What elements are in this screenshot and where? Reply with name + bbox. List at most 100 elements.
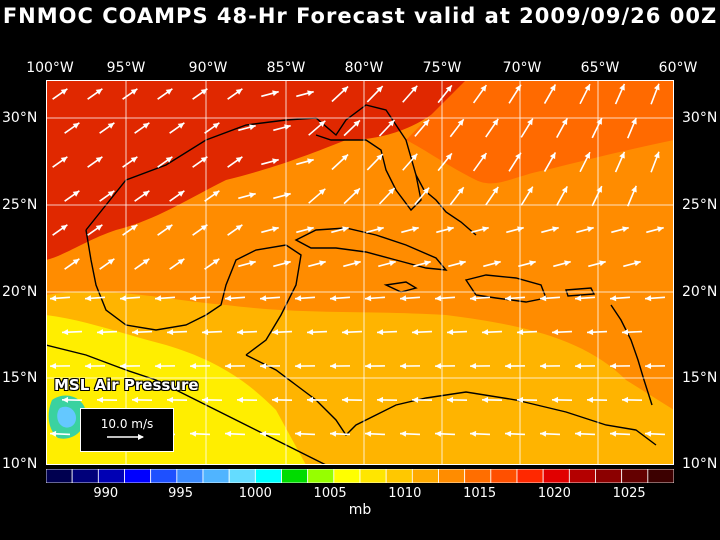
wind-arrow-head (307, 158, 314, 165)
wind-arrow-head (200, 156, 208, 163)
wind-arrow-head (72, 122, 80, 129)
wind-arrow-head (307, 396, 314, 403)
pacific-coastline (46, 344, 327, 465)
wind-arrow-head (120, 363, 127, 370)
wind-arrow-head (284, 260, 291, 267)
wind-arrow-head (552, 329, 559, 336)
wind-arrow-head (353, 188, 360, 195)
wind-arrow-head (237, 396, 244, 403)
jamaica-outline (383, 281, 418, 293)
lat-label-left: 15°N (2, 370, 38, 386)
wind-arrow-head (411, 153, 418, 161)
wind-arrow-head (575, 430, 582, 437)
wind-arrow-head (422, 119, 430, 127)
wind-arrow-head (561, 186, 568, 194)
lon-label: 75°W (422, 60, 462, 76)
wind-arrow-head (50, 363, 57, 370)
wind-arrow-head (249, 124, 256, 131)
wind-arrow-head (72, 258, 80, 265)
wind-arrow-head (527, 118, 533, 126)
wind-arrow-head (482, 226, 489, 233)
lat-label-right: 30°N (682, 110, 718, 126)
wind-arrow-head (142, 122, 150, 129)
wind-arrow-head (142, 258, 150, 265)
wind-arrow-head (515, 84, 521, 92)
colorbar-swatch (254, 469, 282, 483)
wind-arrow-head (480, 153, 487, 160)
wind-arrow-head (377, 396, 384, 403)
lon-label: 80°W (344, 60, 384, 76)
wind-arrow-head (318, 188, 326, 195)
lon-label: 85°W (266, 60, 306, 76)
wind-arrow-head (540, 430, 547, 437)
wind-arrow-head (97, 396, 104, 403)
wind-arrow-head (653, 83, 660, 91)
wind-arrow-head (445, 153, 452, 160)
wind-arrow-head (622, 329, 629, 336)
wind-arrow-head (353, 120, 360, 127)
wind-arrow-head (318, 120, 326, 127)
colorbar-swatch (71, 469, 99, 483)
wind-arrow-head (645, 295, 652, 302)
wind-arrow-head (200, 88, 208, 95)
wind-arrow-head (95, 224, 103, 231)
map-title: FNMOC COAMPS 48-Hr Forecast valid at 200… (2, 4, 718, 28)
wind-arrow-head (130, 224, 138, 231)
wind-vector-field (49, 83, 666, 437)
colorbar-swatch (97, 469, 125, 483)
colorbar-swatch (228, 469, 256, 483)
colorbar-tick-label: 990 (93, 486, 119, 501)
pressure-zone-north-gulf (46, 80, 466, 260)
wind-arrow-head (177, 122, 185, 129)
wind-arrow-head (619, 83, 625, 91)
wind-arrow-head (610, 363, 617, 370)
wind-arrow-head (62, 329, 69, 336)
wind-arrow-head (330, 430, 337, 437)
wind-arrow-head (445, 85, 452, 92)
wind-arrow-head (225, 295, 232, 302)
lat-label-left: 25°N (2, 197, 38, 213)
wind-arrow-head (447, 396, 454, 403)
bahamas-outline (415, 174, 477, 236)
wind-arrow-head (400, 363, 407, 370)
wind-arrow-head (130, 156, 138, 163)
overlay-label: MSL Air Pressure (54, 376, 199, 394)
wind-arrow-head (564, 260, 571, 267)
wind-arrow-head (377, 329, 384, 336)
puerto-rico-outline (565, 287, 596, 297)
wind-arrow-head (561, 118, 568, 126)
wind-arrow-head (631, 185, 637, 193)
colorbar-swatch (150, 469, 178, 483)
wind-arrow-head (202, 396, 209, 403)
colorbar-swatch (176, 469, 204, 483)
wind-arrow-head (549, 152, 556, 160)
lat-label-left: 30°N (2, 110, 38, 126)
wind-arrow-head (517, 329, 524, 336)
wind-arrow-head (645, 363, 652, 370)
wind-arrow-head (295, 363, 302, 370)
wind-arrow-head (529, 260, 536, 267)
wind-arrow-head (190, 363, 197, 370)
wind-arrow-head (645, 430, 652, 437)
colorbar-tick-label: 1000 (238, 486, 272, 501)
wind-arrow-head (295, 430, 302, 437)
wind-arrow-head (330, 295, 337, 302)
wind-arrow-head (517, 396, 524, 403)
antilles-outline (610, 304, 653, 406)
wind-arrow-head (235, 156, 243, 163)
wind-arrow-head (167, 396, 174, 403)
wind-arrow-head (587, 329, 594, 336)
wind-arrow-head (587, 396, 594, 403)
wind-arrow-head (284, 192, 291, 199)
lat-label-right: 10°N (682, 456, 718, 472)
wind-arrow-head (575, 295, 582, 302)
wind-arrow-head (272, 90, 279, 97)
wind-arrow-head (447, 329, 454, 336)
wind-arrow-head (212, 190, 220, 197)
wind-arrow-head (610, 430, 617, 437)
wind-arrow-head (212, 258, 220, 265)
wind-arrow-head (249, 192, 256, 199)
wind-arrow-head (634, 260, 641, 267)
wind-arrow-head (85, 295, 92, 302)
colorbar-swatch (281, 469, 309, 483)
